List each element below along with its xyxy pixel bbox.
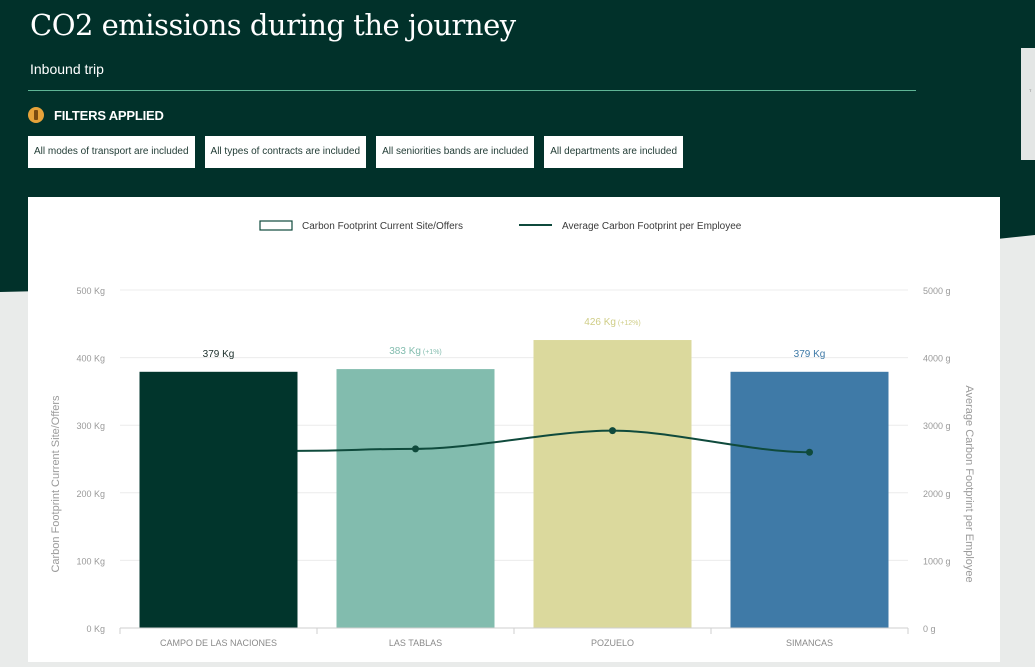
side-panel-edge: T (1021, 48, 1035, 160)
bar (533, 340, 692, 628)
left-axis-title: Carbon Footprint Current Site/Offers (50, 395, 62, 573)
legend-line-label: Average Carbon Footprint per Employee (562, 221, 742, 232)
x-tick-label: POZUELO (591, 638, 634, 648)
left-tick-label: 0 Kg (86, 624, 105, 634)
right-tick-label: 0 g (923, 624, 936, 634)
chart-bars (139, 340, 889, 628)
bar-value-label: 379 Kg (794, 349, 826, 360)
chart-card: Carbon Footprint Current Site/Offers Ave… (28, 197, 1000, 662)
left-tick-label: 500 Kg (76, 286, 105, 296)
page-subtitle: Inbound trip (30, 61, 104, 77)
filter-chip-contracts[interactable]: All types of contracts are included (204, 136, 367, 168)
x-axis-labels: CAMPO DE LAS NACIONES LAS TABLAS POZUELO SI… (160, 638, 833, 648)
legend-bar-swatch (259, 220, 293, 231)
filter-chips: All modes of transport are included All … (28, 136, 693, 168)
right-tick-label: 2000 g (923, 489, 951, 499)
filter-chip-departments[interactable]: All departments are included (544, 136, 684, 168)
left-tick-label: 300 Kg (76, 421, 105, 431)
filter-chip-seniority[interactable]: All seniorities bands are included (376, 136, 535, 168)
right-axis-title: Average Carbon Footprint per Employee (963, 385, 975, 582)
average-line-path (297, 429, 810, 454)
average-line-marker (806, 448, 813, 456)
left-axis-ticks: 0 Kg 100 Kg 200 Kg 300 Kg 400 Kg 500 Kg (76, 286, 105, 634)
legend-bar-label: Carbon Footprint Current Site/Offers (302, 221, 463, 232)
right-tick-label: 3000 g (923, 421, 951, 431)
filter-chip-transport[interactable]: All modes of transport are included (28, 136, 195, 168)
emissions-chart: Carbon Footprint Current Site/Offers Ave… (50, 220, 975, 648)
left-tick-label: 100 Kg (76, 556, 105, 566)
right-tick-label: 1000 g (923, 556, 951, 566)
filter-badge-icon (28, 107, 44, 123)
bar (139, 371, 298, 628)
x-tick-label: LAS TABLAS (389, 638, 442, 648)
left-tick-label: 200 Kg (76, 489, 105, 499)
header-divider (28, 90, 916, 91)
page-title: CO2 emissions during the journey (30, 8, 516, 42)
bar (336, 369, 495, 628)
bar-value-label: 383 Kg (+1%) (389, 346, 442, 357)
right-tick-label: 5000 g (923, 286, 951, 296)
x-tick-label: CAMPO DE LAS NACIONES (160, 638, 277, 648)
filters-label: FILTERS APPLIED (54, 107, 164, 123)
average-line (297, 427, 813, 456)
bar-value-label: 426 Kg (+12%) (584, 317, 640, 328)
right-axis-ticks: 0 g 1000 g 2000 g 3000 g 4000 g 5000 g (923, 286, 951, 634)
filters-heading: FILTERS APPLIED (28, 107, 164, 123)
x-axis-baseline (119, 627, 909, 634)
x-tick-label: SIMANCAS (786, 638, 833, 648)
bar (730, 371, 889, 628)
bar-value-labels: 379 Kg 383 Kg (+1%) 426 Kg (+12%) 379 Kg (203, 317, 826, 360)
average-line-marker (609, 427, 616, 435)
left-tick-label: 400 Kg (76, 354, 105, 364)
chart-legend: Carbon Footprint Current Site/Offers Ave… (259, 220, 742, 232)
bar-value-label: 379 Kg (203, 349, 235, 360)
average-line-marker (412, 445, 419, 453)
right-tick-label: 4000 g (923, 354, 951, 364)
